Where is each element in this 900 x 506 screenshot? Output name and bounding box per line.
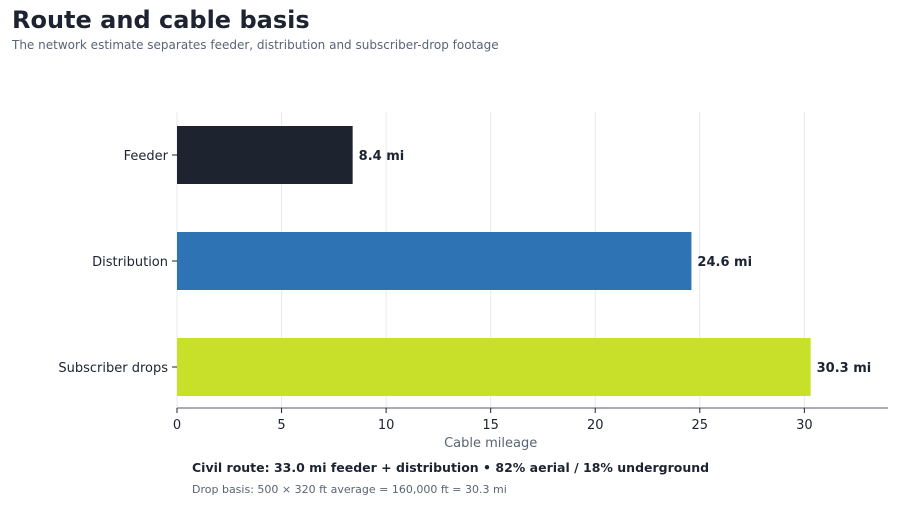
value-labels: 8.4 mi 24.6 mi 30.3 mi (359, 149, 872, 376)
x-axis: 0 5 10 15 20 25 30 (173, 407, 888, 433)
value-label: 8.4 mi (359, 149, 405, 164)
x-tick-label: 25 (692, 418, 709, 433)
category-label: Subscriber drops (58, 361, 168, 376)
value-label: 24.6 mi (697, 255, 752, 270)
drop-basis-note: Drop basis: 500 × 320 ft average = 160,0… (192, 483, 507, 496)
value-label: 30.3 mi (817, 361, 872, 376)
category-label: Distribution (92, 255, 168, 270)
category-labels: Feeder Distribution Subscriber drops (58, 149, 177, 376)
x-tick-label: 20 (587, 418, 604, 433)
x-tick-label: 5 (277, 418, 285, 433)
bar (177, 338, 811, 396)
chart-title: Route and cable basis (12, 6, 310, 34)
x-tick-label: 10 (378, 418, 395, 433)
x-tick-label: 0 (173, 418, 181, 433)
civil-route-note: Civil route: 33.0 mi feeder + distributi… (192, 460, 710, 475)
x-tick-label: 30 (796, 418, 813, 433)
x-tick-label: 15 (482, 418, 499, 433)
chart-subtitle: The network estimate separates feeder, d… (12, 38, 499, 52)
bars (177, 126, 811, 396)
bar (177, 126, 353, 184)
bar (177, 232, 692, 290)
x-axis-label: Cable mileage (444, 436, 537, 451)
category-label: Feeder (124, 149, 169, 164)
